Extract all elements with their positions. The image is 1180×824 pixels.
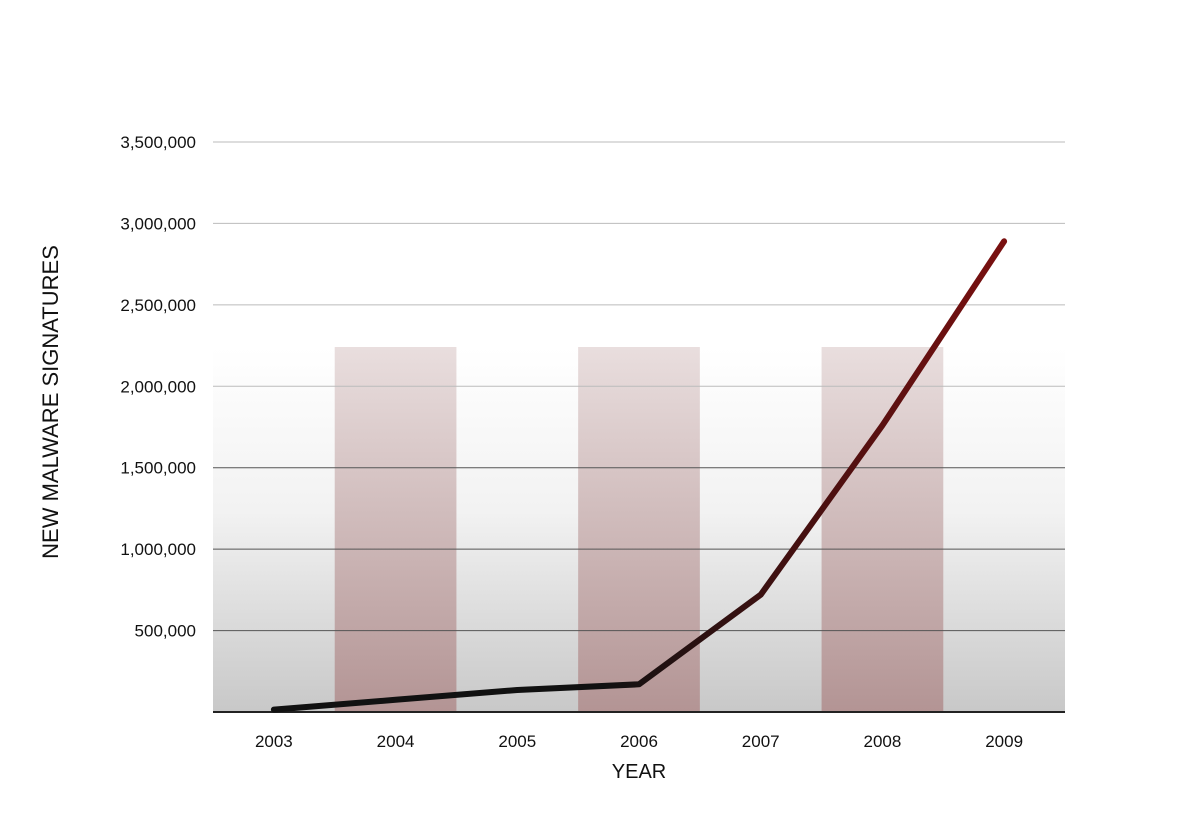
x-tick-label-2005: 2005 xyxy=(498,732,536,751)
series-line xyxy=(270,238,1008,713)
x-tick-label-2007: 2007 xyxy=(742,732,780,751)
x-tick-label-2006: 2006 xyxy=(620,732,658,751)
x-tick-label-2009: 2009 xyxy=(985,732,1023,751)
y-tick-label-500000: 500,000 xyxy=(135,622,196,641)
y-tick-label-2000000: 2,000,000 xyxy=(120,377,196,396)
highlight-band-2008 xyxy=(821,347,944,712)
y-tick-label-2500000: 2,500,000 xyxy=(120,296,196,315)
x-tick-label-2008: 2008 xyxy=(864,732,902,751)
highlight-band-2004 xyxy=(334,347,457,712)
y-tick-label-1000000: 1,000,000 xyxy=(120,540,196,559)
y-tick-label-3000000: 3,000,000 xyxy=(120,214,196,233)
x-axis-label: YEAR xyxy=(612,761,666,783)
y-axis-label: NEW MALWARE SIGNATURES xyxy=(38,245,63,559)
y-tick-label-3500000: 3,500,000 xyxy=(120,133,196,152)
highlight-band-2006 xyxy=(578,347,700,712)
x-tick-label-2004: 2004 xyxy=(377,732,415,751)
y-tick-label-1500000: 1,500,000 xyxy=(120,459,196,478)
x-tick-label-2003: 2003 xyxy=(255,732,293,751)
